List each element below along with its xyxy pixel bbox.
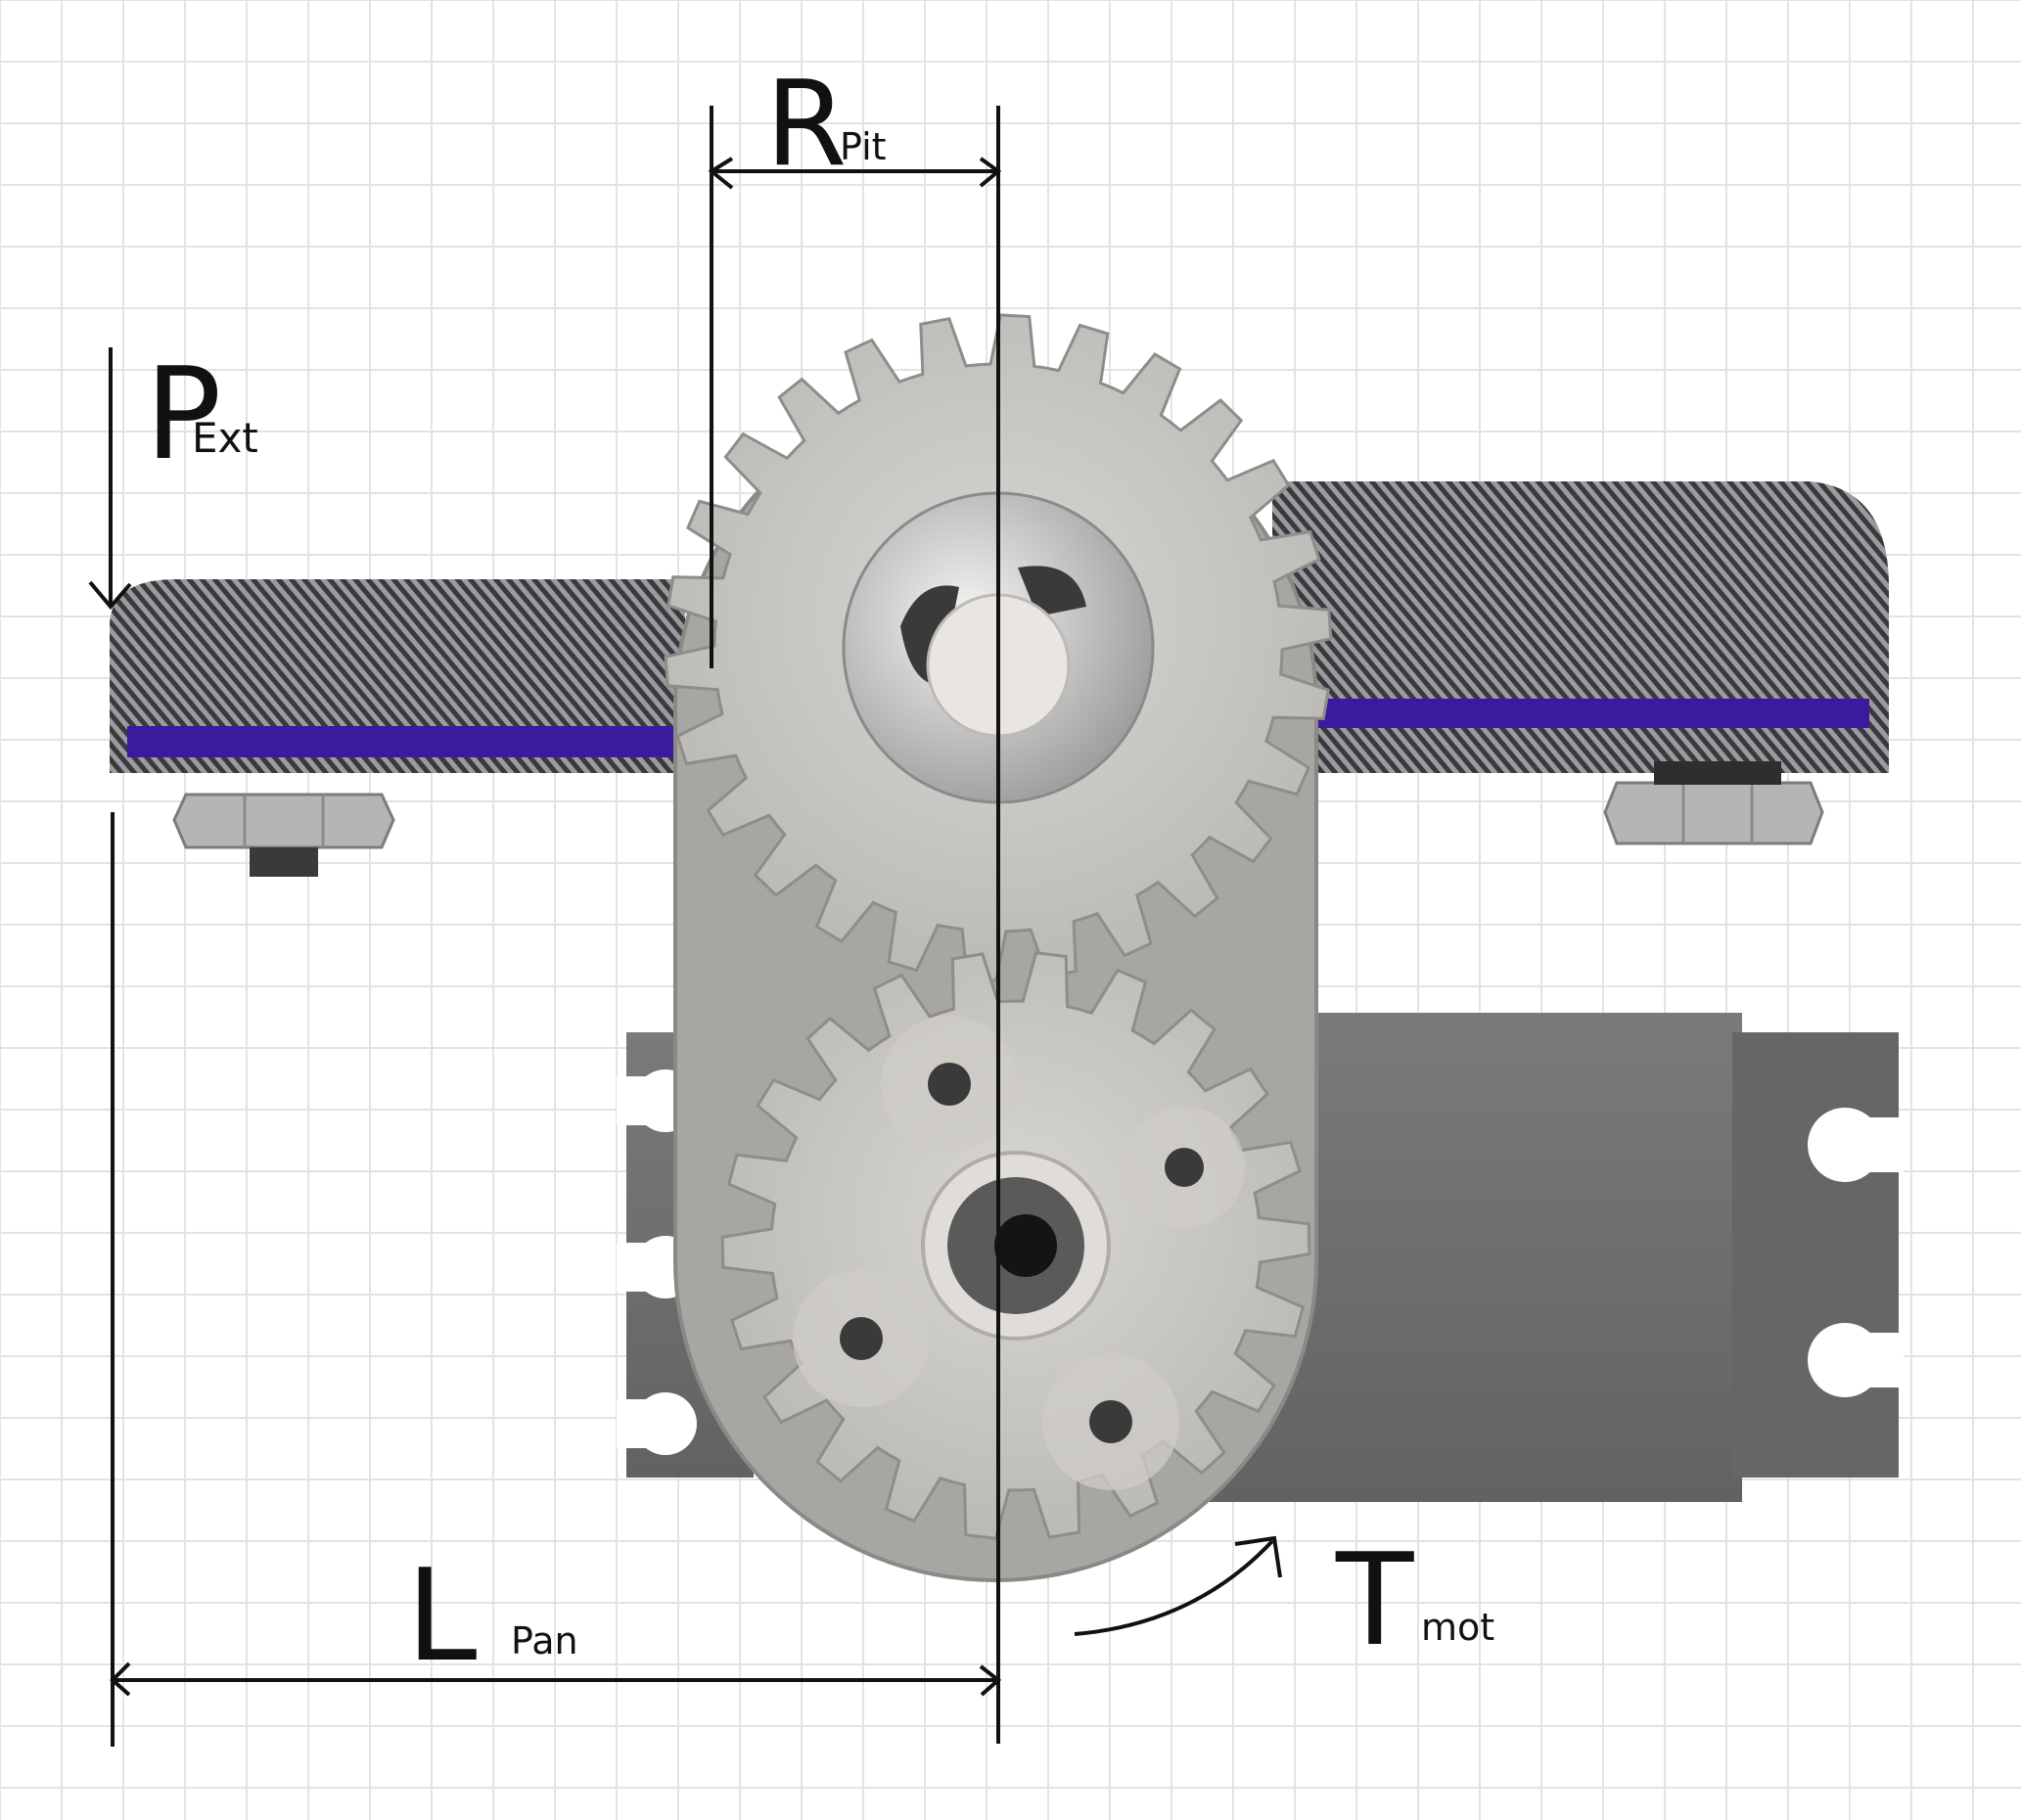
bolt-holes bbox=[793, 1016, 1245, 1490]
down-arrow-icon bbox=[88, 580, 132, 611]
l-pan-arrowhead-right bbox=[979, 1664, 1002, 1697]
r-pit-arrowhead-right bbox=[979, 157, 1002, 188]
torque-arrowhead bbox=[1234, 1535, 1282, 1578]
t-mot-subscript: mot bbox=[1421, 1606, 1494, 1649]
r-pit-subscript: Pit bbox=[840, 125, 887, 168]
servo-flange-right bbox=[1732, 1032, 1899, 1478]
bottom-hub bbox=[921, 1151, 1111, 1341]
purple-strip-right bbox=[1302, 699, 1869, 728]
labels: P Ext R Pit L Pan T mot bbox=[145, 57, 1494, 1690]
l-pan-label: L bbox=[406, 1541, 477, 1690]
platform-right bbox=[1272, 481, 1889, 773]
right-nut bbox=[1603, 761, 1824, 845]
r-pit-label: R bbox=[765, 57, 847, 193]
p-ext-label: P bbox=[145, 340, 221, 488]
p-ext-subscript: Ext bbox=[192, 414, 258, 462]
left-nut bbox=[172, 793, 395, 877]
annotations bbox=[88, 106, 1282, 1747]
purple-strip-left bbox=[127, 726, 685, 757]
carbon-platform bbox=[110, 481, 1889, 773]
l-pan-arrowhead-left bbox=[110, 1661, 131, 1697]
l-pan-subscript: Pan bbox=[511, 1619, 578, 1662]
r-pit-arrowhead-left bbox=[708, 157, 734, 190]
curved-arrow-icon bbox=[1074, 1539, 1274, 1636]
t-mot-label: T bbox=[1335, 1525, 1414, 1674]
